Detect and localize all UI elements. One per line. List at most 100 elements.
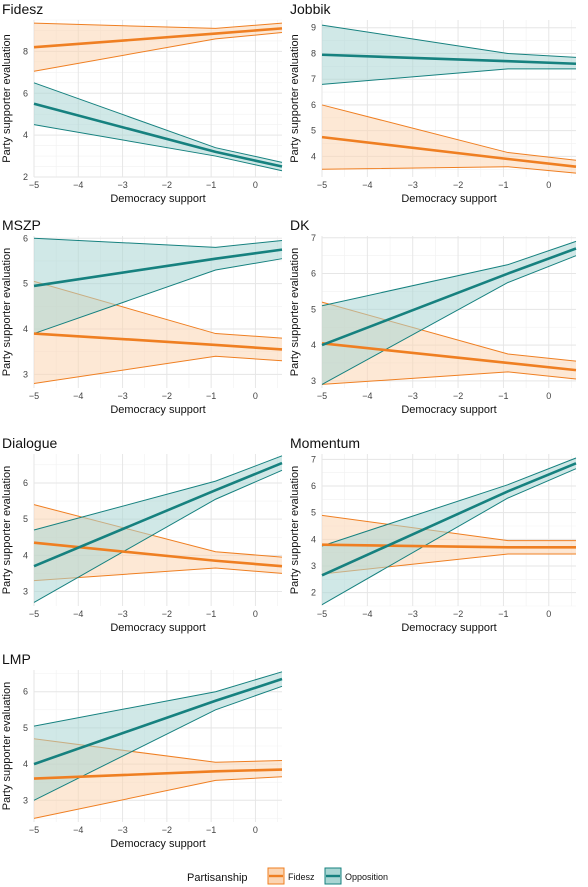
series-line-opposition: [33, 461, 283, 568]
x-tick-label: 0: [546, 609, 551, 619]
y-tick-label: 6: [311, 481, 316, 491]
y-tick-label: 6: [23, 233, 28, 243]
panel-dialogue: Dialogue 3 4 5 6 −5 −4 −3 −2 −1 0 Democracy support…: [1, 435, 283, 634]
x-tick-label: −5: [29, 180, 39, 190]
ribbon-upper-fidesz: [321, 514, 576, 542]
x-tick-label: −4: [73, 391, 83, 401]
series-line-opposition: [33, 677, 283, 766]
y-tick-label: 5: [311, 508, 316, 518]
y-tick-label: 7: [311, 233, 316, 243]
ribbon-lower-fidesz: [321, 371, 577, 385]
x-tick-label: −5: [29, 391, 39, 401]
x-tick-label: −3: [408, 609, 418, 619]
x-tick-label: −3: [117, 609, 127, 619]
panel-dk: DK 3 4 5 6 7 −5 −4 −3 −2 −1 0 Democracy support Party…: [289, 217, 577, 416]
y-tick-label: 3: [311, 376, 316, 386]
x-tick-label: −1: [498, 609, 508, 619]
y-tick-label: 4: [23, 550, 28, 560]
ribbon-upper-opposition: [33, 455, 283, 531]
panel-title: Momentum: [290, 435, 360, 451]
x-tick-label: 0: [253, 825, 258, 835]
y-tick-label: 6: [311, 269, 316, 279]
panel-title: MSZP: [2, 217, 41, 233]
y-tick-label: 4: [311, 151, 316, 161]
x-tick-label: −4: [362, 391, 372, 401]
x-tick-label: −3: [117, 391, 127, 401]
x-axis-label: Democracy support: [401, 622, 496, 634]
ribbon-lower-fidesz: [33, 355, 283, 384]
panel-title: DK: [290, 217, 310, 233]
series-line-opposition: [33, 248, 283, 288]
x-tick-label: −2: [453, 391, 463, 401]
series-line-fidesz: [321, 342, 577, 372]
ribbon-upper-opposition: [321, 240, 577, 307]
x-tick-label: −4: [362, 609, 372, 619]
ribbon-lower-opposition: [33, 258, 283, 335]
y-tick-label: 5: [311, 304, 316, 314]
ribbon-upper-opposition: [321, 24, 577, 58]
series-line-fidesz: [33, 332, 283, 351]
series-line-fidesz: [33, 27, 283, 49]
y-axis-label: Party supporter evaluation: [289, 248, 301, 376]
legend: Partisanship Fidesz Opposition: [187, 867, 388, 885]
ribbon-opposition: [322, 241, 576, 385]
x-axis-label: Democracy support: [401, 193, 496, 205]
x-tick-label: 0: [253, 391, 258, 401]
panel-title: LMP: [2, 651, 31, 667]
ribbon-opposition: [322, 25, 576, 85]
x-tick-label: −4: [362, 180, 372, 190]
ribbon-opposition: [34, 455, 282, 603]
y-tick-label: 4: [23, 130, 28, 140]
y-tick-label: 5: [23, 514, 28, 524]
panel-fidesz: Fidesz 2 4 6 8 −5 −4 −3 −2 −1 0 Democracy support Pa…: [1, 1, 283, 205]
series-line-fidesz: [321, 135, 577, 168]
x-tick-label: −4: [73, 825, 83, 835]
y-tick-label: 6: [23, 88, 28, 98]
ribbon-lower-fidesz: [321, 166, 577, 174]
y-tick-label: 3: [23, 587, 28, 597]
x-tick-label: −2: [162, 609, 172, 619]
legend-title: Partisanship: [187, 872, 248, 884]
y-tick-label: 3: [23, 369, 28, 379]
ribbon-lower-opposition: [321, 68, 576, 85]
x-tick-label: −5: [29, 609, 39, 619]
y-tick-label: 7: [311, 74, 316, 84]
x-tick-label: 0: [253, 180, 258, 190]
series-line-opposition: [33, 102, 283, 168]
x-tick-label: −1: [206, 391, 216, 401]
ribbon-fidesz: [322, 104, 576, 174]
ribbon-upper-opposition: [33, 237, 283, 248]
y-tick-label: 3: [23, 795, 28, 805]
y-tick-label: 9: [311, 23, 316, 33]
x-tick-label: −2: [162, 825, 172, 835]
x-tick-label: −5: [317, 609, 327, 619]
y-axis-label: Party supporter evaluation: [1, 248, 13, 376]
y-tick-label: 8: [23, 46, 28, 56]
y-tick-label: 5: [311, 126, 316, 136]
x-tick-label: −3: [117, 825, 127, 835]
y-axis-label: Party supporter evaluation: [289, 466, 301, 594]
y-tick-label: 4: [311, 340, 316, 350]
y-tick-label: 6: [23, 687, 28, 697]
panel-title: Dialogue: [2, 435, 57, 451]
y-tick-label: 3: [311, 561, 316, 571]
legend-label-opposition: Opposition: [345, 872, 388, 882]
panel-lmp: LMP 3 4 5 6 −5 −4 −3 −2 −1 0 Democracy support Party…: [1, 651, 283, 850]
y-tick-label: 4: [23, 324, 28, 334]
y-tick-label: 6: [311, 100, 316, 110]
y-tick-label: 6: [23, 478, 28, 488]
x-tick-label: −2: [453, 180, 463, 190]
y-tick-label: 2: [311, 588, 316, 598]
x-tick-label: 0: [253, 609, 258, 619]
x-tick-label: 0: [546, 391, 551, 401]
series-line-fidesz: [33, 768, 283, 780]
x-tick-label: −5: [317, 391, 327, 401]
ribbon-lower-opposition: [321, 468, 577, 606]
ribbon-lower-opposition: [33, 124, 283, 172]
x-tick-label: 0: [546, 180, 551, 190]
x-tick-label: −5: [29, 825, 39, 835]
y-tick-label: 5: [23, 723, 28, 733]
ribbon-upper-fidesz: [321, 104, 577, 161]
y-axis-label: Party supporter evaluation: [289, 34, 301, 162]
